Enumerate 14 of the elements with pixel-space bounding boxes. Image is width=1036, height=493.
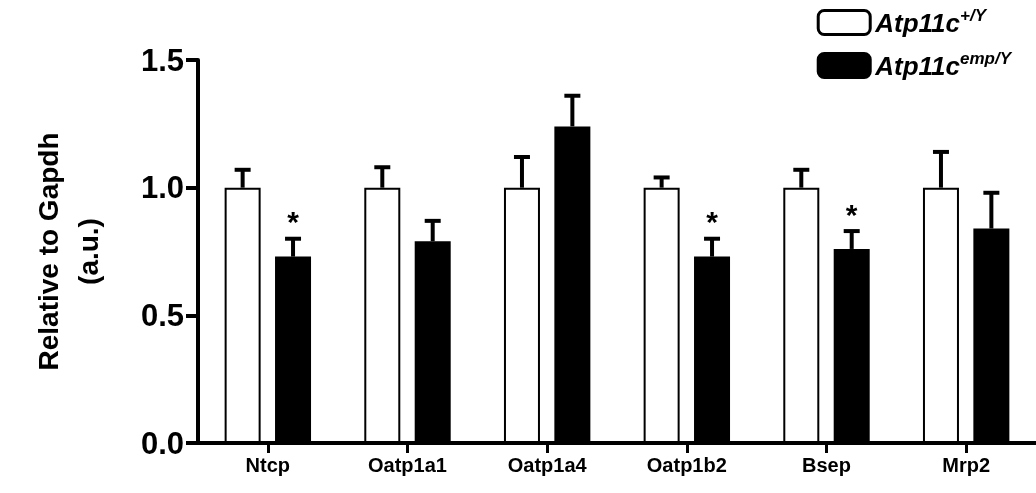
x-tick-label: Oatp1a4	[507, 454, 588, 476]
annotation: *	[287, 205, 300, 239]
y-axis-title: Relative to Gapdh (a.u.)	[32, 132, 104, 371]
annotation: *	[845, 197, 858, 231]
x-tick-label: Mrp2	[942, 454, 991, 476]
annotation: *	[706, 205, 719, 239]
y-tick-label: 1.5	[140, 42, 184, 78]
y-tick-label: 1.0	[140, 170, 184, 206]
x-tick-label: Oatp1b2	[646, 454, 727, 476]
x-tick-label: Oatp1a1	[368, 454, 447, 476]
y-tick-label: 0.0	[140, 425, 184, 461]
x-tick-label: Ntcp	[245, 454, 291, 476]
y-tick-label: 0.5	[140, 297, 184, 333]
x-tick-label: Bsep	[802, 454, 851, 476]
